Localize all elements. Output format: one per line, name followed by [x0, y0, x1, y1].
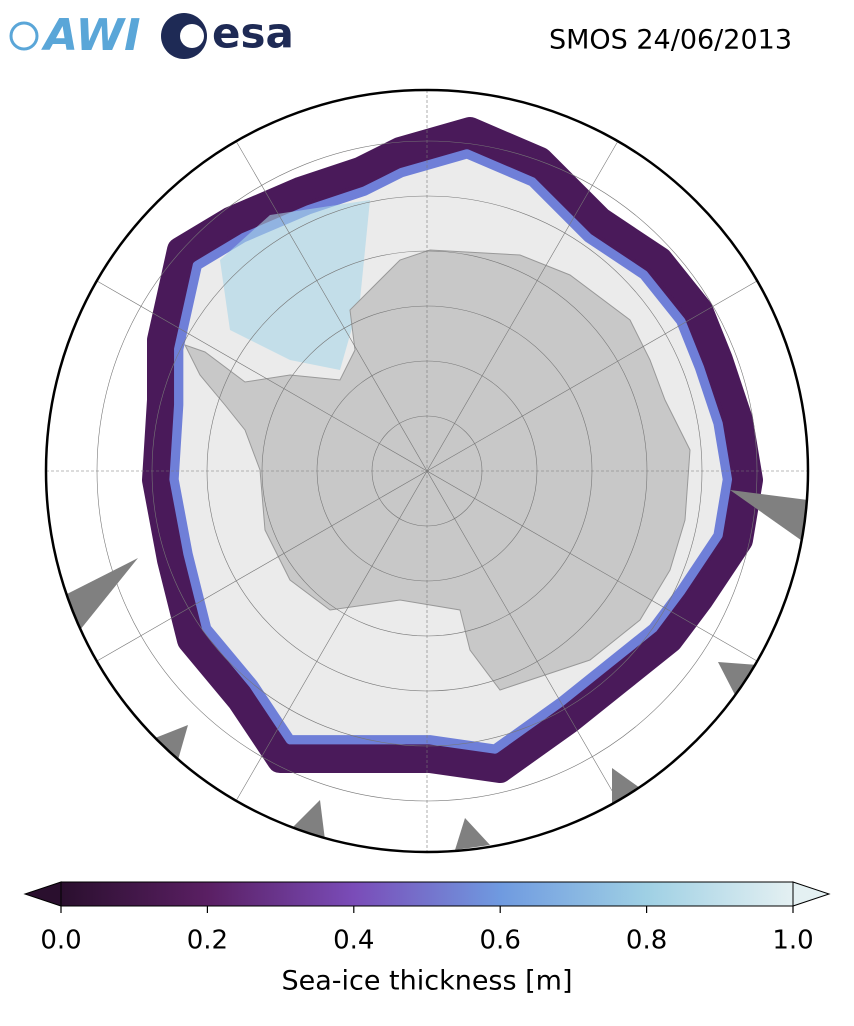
colorbar-tick-label: 0.2 — [187, 926, 228, 956]
colorbar-label: Sea-ice thickness [m] — [281, 966, 572, 997]
colorbar-tick-label: 0.8 — [626, 926, 667, 956]
map — [46, 90, 808, 852]
missing-data — [65, 490, 808, 850]
graticule — [46, 90, 808, 852]
colorbar-tick-label: 0.4 — [333, 926, 374, 956]
colorbar-tick-label: 0.0 — [40, 926, 81, 956]
colorbar-extend — [792, 881, 831, 907]
title: SMOS 24/06/2013 — [549, 25, 792, 56]
antarctica — [184, 249, 691, 691]
map-frame — [44, 88, 810, 854]
colorbar — [23, 881, 831, 907]
esa-logo: esa — [161, 9, 294, 59]
logo-text: esa — [212, 9, 294, 58]
colorbar-tick-label: 0.6 — [480, 926, 521, 956]
colorbar-gradient — [60, 881, 794, 907]
thick-ice — [220, 200, 370, 370]
colorbar-tick-label: 1.0 — [772, 926, 813, 956]
awi-logo: AWI — [9, 10, 141, 61]
colorbar-extend — [23, 881, 62, 907]
logo-text: AWI — [41, 10, 141, 61]
